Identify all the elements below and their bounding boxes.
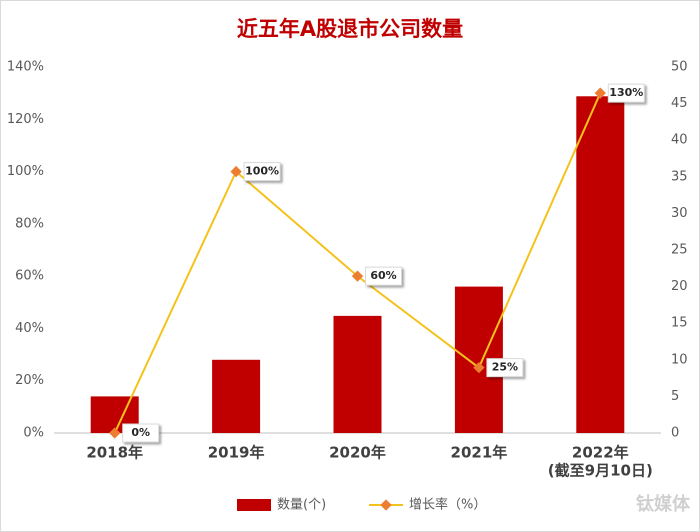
value-label-bg (365, 266, 402, 286)
y2-tick-label: 5 (671, 389, 679, 404)
value-label-bg (243, 162, 281, 182)
y-tick-label: 140% (7, 60, 44, 75)
value-label: 130% (609, 86, 643, 99)
value-label: 25% (492, 361, 518, 374)
x-annotation: (截至9月10日) (548, 462, 653, 480)
bar (576, 96, 625, 433)
value-label-bg (486, 358, 524, 378)
value-label-box: 0% (122, 423, 160, 443)
value-label-box: 60% (365, 266, 402, 286)
line-marker (351, 270, 364, 282)
y-tick-label: 120% (7, 112, 44, 127)
legend-label: 数量(个) (277, 498, 326, 513)
value-label-box: 130% (607, 83, 645, 103)
y2-tick-label: 50 (671, 60, 688, 75)
legend-label: 增长率（%） (409, 497, 486, 513)
x-tick-label: 2021年 (451, 444, 508, 462)
y2-tick-label: 45 (671, 96, 688, 111)
value-label-bg (122, 423, 160, 443)
value-label-bg (607, 83, 645, 103)
y2-tick-label: 15 (671, 316, 688, 331)
bar (212, 359, 261, 433)
y2-tick-label: 0 (671, 426, 679, 441)
bar (333, 315, 382, 433)
y-tick-label: 40% (15, 321, 44, 336)
y2-tick-label: 35 (671, 169, 688, 184)
y-tick-label: 60% (15, 269, 44, 284)
x-tick-label: 2022年 (572, 444, 629, 462)
y-tick-label: 80% (15, 216, 44, 231)
value-label-box: 25% (486, 358, 524, 378)
y-tick-label: 20% (15, 373, 44, 388)
x-tick-label: 2018年 (86, 444, 143, 462)
watermark: 钛媒体 (636, 493, 691, 515)
x-tick-label: 2020年 (329, 444, 386, 462)
value-label: 60% (370, 269, 396, 282)
y2-tick-label: 20 (671, 279, 688, 294)
y-tick-label: 0% (23, 426, 44, 441)
legend-swatch (237, 499, 271, 511)
y2-tick-label: 25 (671, 243, 688, 258)
chart-title: 近五年A股退市公司数量 (237, 17, 463, 41)
y2-tick-label: 10 (671, 352, 688, 367)
value-label: 100% (245, 165, 279, 178)
value-label: 0% (131, 426, 150, 439)
y2-tick-label: 30 (671, 206, 688, 221)
value-label-box: 100% (243, 162, 281, 182)
x-tick-label: 2019年 (208, 444, 265, 462)
y-tick-label: 100% (7, 164, 44, 179)
line-marker (473, 361, 485, 374)
legend-marker (380, 499, 392, 511)
y2-tick-label: 40 (671, 133, 688, 148)
line-marker (230, 165, 242, 178)
